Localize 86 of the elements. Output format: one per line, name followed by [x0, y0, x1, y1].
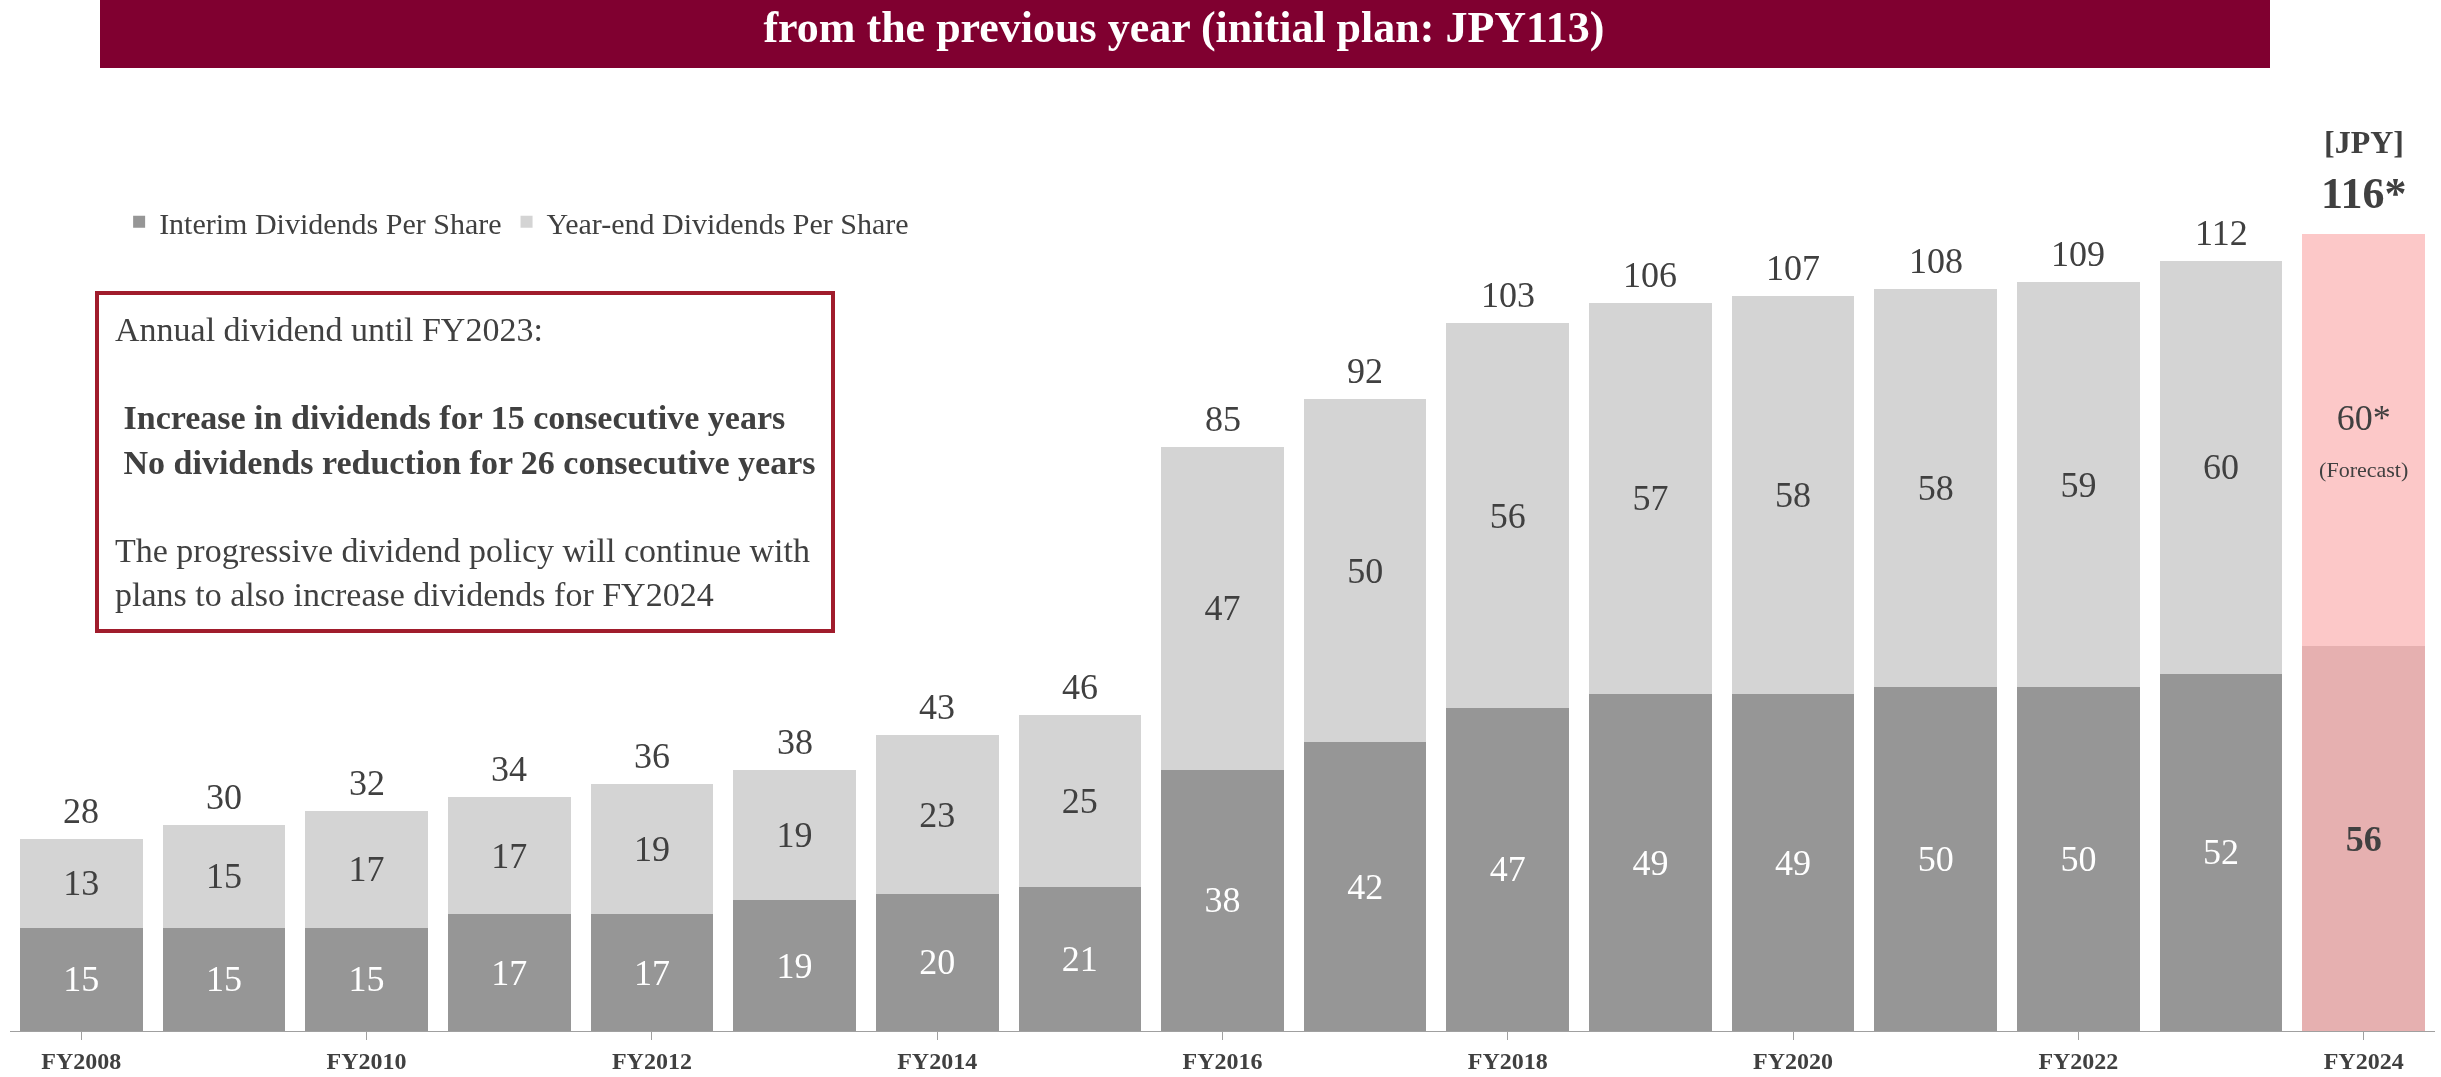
- y-axis-title: [JPY]: [2324, 124, 2404, 160]
- data-label: 50: [2060, 839, 2097, 880]
- data-label: 17: [491, 952, 528, 993]
- bar: [2017, 281, 2140, 688]
- data-label: 60* (Forecast): [2319, 398, 2409, 482]
- total-label: 92: [1347, 351, 1383, 391]
- bar: [1589, 302, 1712, 695]
- data-label: 49: [1775, 842, 1812, 883]
- total-label: 85: [1205, 399, 1241, 439]
- data-label: 17: [491, 835, 528, 876]
- total-label: 30: [206, 777, 242, 817]
- annotation: Increase in dividends for 15 consecutive years: [115, 399, 786, 437]
- data-label: 15: [348, 959, 385, 1000]
- bar: [162, 824, 286, 928]
- data-label: 58: [1917, 468, 1954, 509]
- x-tick-label: FY2008: [41, 1047, 122, 1074]
- bar: [19, 838, 143, 928]
- data-label: 47: [1489, 849, 1526, 890]
- total-label: 106: [1623, 255, 1677, 295]
- data-label: 25: [1061, 780, 1098, 821]
- annotation: The progressive dividend policy will continue with plans to also increase dividends for FY2024: [115, 532, 810, 614]
- total-label: 116*: [2321, 169, 2407, 218]
- x-tick-label: FY2018: [1467, 1047, 1548, 1074]
- data-label: 56: [2345, 818, 2382, 859]
- bar: [2302, 646, 2426, 1031]
- bar: [1018, 714, 1142, 887]
- data-label: 50: [1347, 550, 1384, 591]
- data-label: 15: [205, 856, 242, 897]
- legend-label: Year-end Dividends Per Share: [546, 206, 909, 240]
- bar: [447, 797, 571, 915]
- bar: [2302, 233, 2426, 647]
- data-label: 42: [1347, 866, 1384, 907]
- data-label: 49: [1632, 842, 1669, 883]
- data-label: 57: [1632, 478, 1669, 519]
- data-label: 38: [1204, 880, 1241, 921]
- bar: [305, 811, 428, 928]
- x-tick-label: FY2024: [2323, 1047, 2404, 1074]
- total-label: 32: [349, 763, 385, 803]
- data-label: 19: [776, 945, 813, 986]
- bar: [875, 735, 999, 894]
- data-label: 17: [348, 849, 385, 890]
- x-tick-label: FY2020: [1753, 1047, 1834, 1074]
- bar: [2159, 261, 2283, 674]
- bar: [1446, 323, 1570, 708]
- data-label: 13: [63, 863, 100, 904]
- data-label: 50: [1917, 839, 1954, 880]
- total-label: 112: [2195, 213, 2248, 253]
- data-label: 15: [205, 959, 242, 1000]
- total-label: 36: [634, 736, 670, 776]
- total-label: 108: [1909, 241, 1963, 281]
- bar: [590, 783, 714, 915]
- x-tick-label: FY2014: [897, 1047, 978, 1074]
- data-label: 15: [63, 959, 100, 1000]
- bar: [1731, 295, 1855, 695]
- x-tick-label: FY2012: [611, 1047, 692, 1074]
- total-label: 34: [491, 749, 527, 789]
- data-label: 19: [776, 815, 813, 856]
- x-tick-label: FY2022: [2038, 1047, 2119, 1074]
- bar: [1161, 446, 1284, 770]
- data-label: 20: [919, 942, 956, 983]
- bar: [1874, 288, 1998, 688]
- annotation: Annual dividend until FY2023:: [115, 311, 543, 348]
- chart-title: from the previous year (initial plan: JPY113): [763, 2, 1605, 52]
- total-label: 43: [919, 687, 955, 727]
- data-label: 59: [2060, 464, 2097, 505]
- data-label: 19: [633, 828, 670, 869]
- x-tick-label: FY2016: [1182, 1047, 1263, 1074]
- data-label: 47: [1204, 588, 1241, 629]
- annotation: No dividends reduction for 26 consecutive years: [115, 443, 816, 481]
- total-label: 28: [63, 791, 99, 831]
- bar: [733, 769, 856, 901]
- data-label: 17: [633, 952, 670, 993]
- total-label: 38: [777, 722, 813, 762]
- total-label: 109: [2051, 234, 2105, 274]
- bar: [1303, 398, 1427, 743]
- total-label: 46: [1062, 667, 1098, 707]
- total-label: 103: [1481, 275, 1535, 315]
- data-label: 21: [1061, 938, 1098, 979]
- x-tick-label: FY2010: [326, 1047, 407, 1074]
- data-label: 58: [1775, 474, 1812, 515]
- data-label: 23: [919, 794, 956, 835]
- data-label: 52: [2203, 832, 2240, 873]
- data-label: 56: [1489, 495, 1526, 536]
- legend-label: Interim Dividends Per Share: [159, 206, 502, 240]
- total-label: 107: [1766, 248, 1820, 288]
- data-label: 60: [2203, 447, 2240, 488]
